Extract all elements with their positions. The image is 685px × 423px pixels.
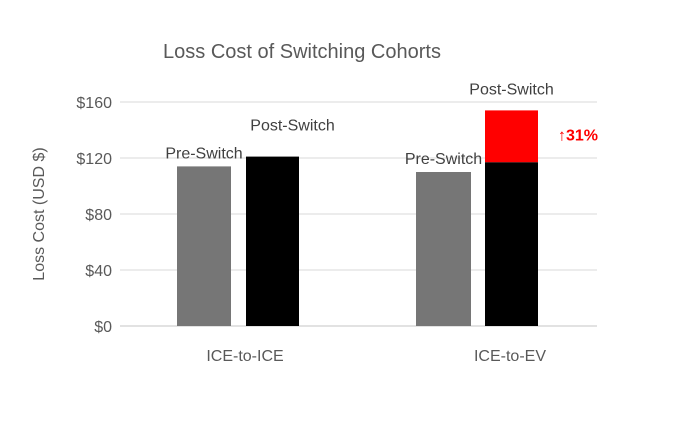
data-label-pre-switch: Pre-Switch <box>405 151 482 168</box>
y-tick-label: $0 <box>94 319 112 336</box>
bar-pre-switch <box>177 166 231 326</box>
y-tick-label: $120 <box>76 151 112 168</box>
bar-pre-switch <box>416 172 471 326</box>
bar-post-switch <box>485 162 538 326</box>
chart-title: Loss Cost of Switching Cohorts <box>163 41 441 63</box>
y-tick-label: $80 <box>85 207 112 224</box>
data-label-post-switch: Post-Switch <box>469 81 553 98</box>
y-tick-label: $40 <box>85 263 112 280</box>
data-label-post-switch: Post-Switch <box>250 118 334 135</box>
data-label-pre-switch: Pre-Switch <box>165 145 242 162</box>
bar-post-switch <box>246 156 299 326</box>
x-tick-label: ICE-to-ICE <box>206 348 283 365</box>
y-axis-label: Loss Cost (USD $) <box>31 147 48 280</box>
y-tick-label: $160 <box>76 95 112 112</box>
bar-post-switch-increase <box>485 110 538 163</box>
x-tick-label: ICE-to-EV <box>474 348 546 365</box>
increase-annotation: ↑31% <box>558 127 598 144</box>
